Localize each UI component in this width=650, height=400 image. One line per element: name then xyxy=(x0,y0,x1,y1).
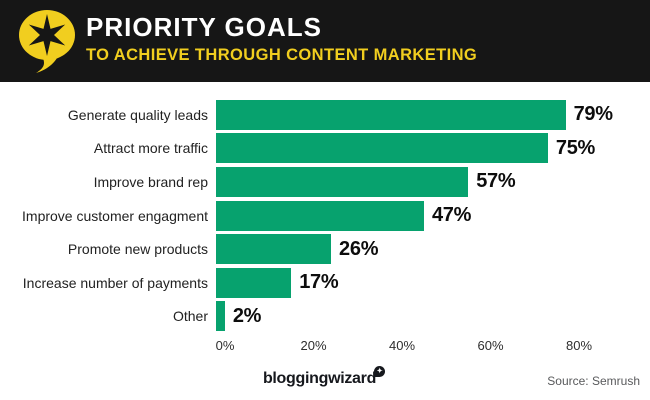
footer: bloggingwizard✦ Source: Semrush xyxy=(0,366,650,396)
bar-track: 47% xyxy=(216,200,650,231)
value-label: 79% xyxy=(573,103,613,126)
x-axis-tick: 80% xyxy=(565,338,593,353)
category-label: Increase number of payments xyxy=(22,274,208,291)
bar-row: Attract more traffic 75% xyxy=(0,132,650,166)
x-axis-tick: 0% xyxy=(215,338,235,353)
category-label: Attract more traffic xyxy=(93,140,208,157)
bar-track: 75% xyxy=(216,133,650,164)
header-banner: PRIORITY GOALS TO ACHIEVE THROUGH CONTEN… xyxy=(0,0,650,82)
bar-row: Increase number of payments 17% xyxy=(0,266,650,300)
logo-badge-icon: ✦ xyxy=(374,366,386,377)
bar xyxy=(216,301,225,332)
bar-row: Promote new products 26% xyxy=(0,232,650,266)
bar-row: Generate quality leads 79% xyxy=(0,98,650,132)
bar xyxy=(216,234,332,265)
category-label: Generate quality leads xyxy=(67,106,208,123)
x-axis-tick: 20% xyxy=(300,338,327,353)
bar-chart: Generate quality leads 79% Attract more tr… xyxy=(0,98,650,333)
bar xyxy=(216,200,424,231)
value-label: 47% xyxy=(431,204,472,227)
value-label: 17% xyxy=(299,271,339,294)
bloggingwizard-logo: bloggingwizard✦ xyxy=(0,366,650,388)
bar-rows: Generate quality leads 79% Attract more tr… xyxy=(0,98,650,333)
value-label: 57% xyxy=(476,170,516,193)
bar-track: 17% xyxy=(216,267,650,298)
category-label: Improve brand rep xyxy=(93,173,208,190)
category-label: Promote new products xyxy=(67,241,208,258)
bar-row: Improve customer engagment 47% xyxy=(0,199,650,233)
bar xyxy=(216,99,566,130)
category-label: Improve customer engagment xyxy=(22,207,208,224)
bar xyxy=(216,133,548,164)
header-text-block: PRIORITY GOALS TO ACHIEVE THROUGH CONTEN… xyxy=(86,13,477,64)
bar-row: Other 2% xyxy=(0,300,650,334)
bar-track: 79% xyxy=(216,99,650,130)
speech-bubble-star-icon xyxy=(19,10,75,73)
bar-track: 2% xyxy=(216,301,650,332)
source-attribution: Source: Semrush xyxy=(547,374,640,388)
page-title: PRIORITY GOALS xyxy=(86,12,322,42)
page-subtitle: TO ACHIEVE THROUGH CONTENT MARKETING xyxy=(86,45,478,64)
x-axis: 0% 20% 40% 60% 80% xyxy=(216,338,625,354)
x-axis-tick: 60% xyxy=(477,338,504,353)
bar-row: Improve brand rep 57% xyxy=(0,165,650,199)
value-label: 26% xyxy=(339,237,379,260)
value-label: 75% xyxy=(555,136,596,159)
bar-track: 57% xyxy=(216,166,650,197)
bar xyxy=(216,267,292,298)
value-label: 2% xyxy=(232,304,262,327)
bar xyxy=(216,166,469,197)
logo-text: bloggingwizard xyxy=(262,370,377,387)
bar-track: 26% xyxy=(216,234,650,265)
category-label: Other xyxy=(172,308,208,325)
x-axis-tick: 40% xyxy=(388,338,416,353)
